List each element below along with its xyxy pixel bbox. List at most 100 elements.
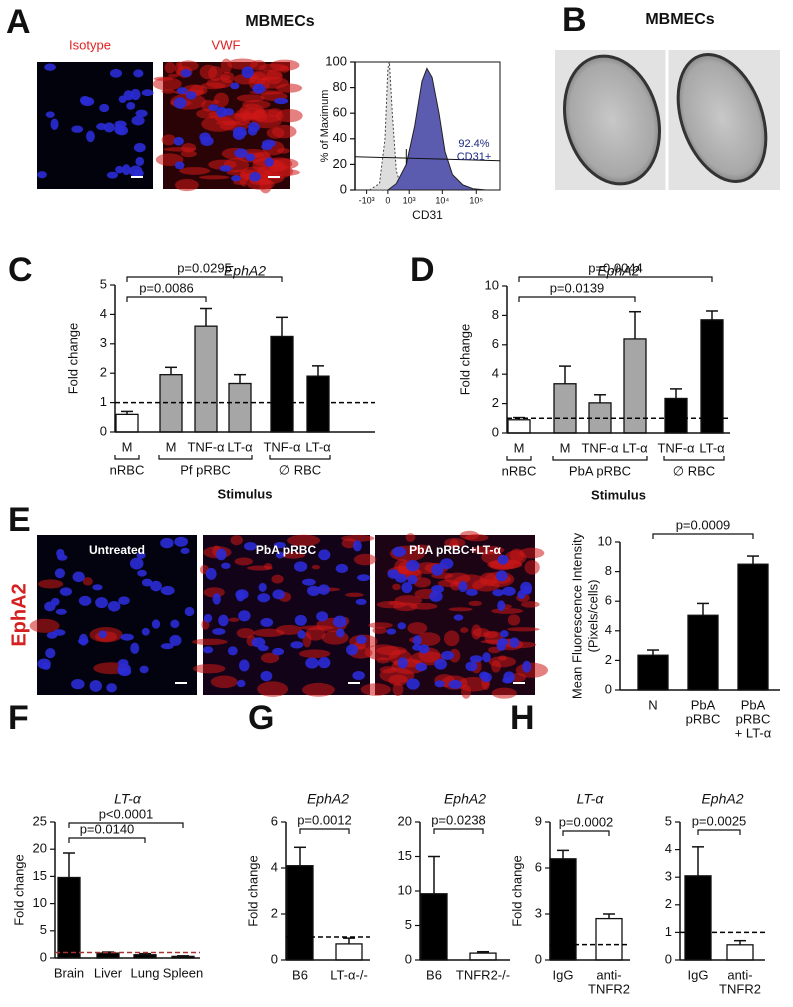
y-tick-label: 40 [333,130,347,145]
stain [471,624,482,640]
image-label: Untreated [89,543,145,557]
stain [168,73,179,78]
image-layer [29,50,780,699]
y-tick-label: 2 [100,365,107,380]
nucleus [200,136,214,147]
p-value: p=0.0086 [139,280,194,295]
p-value: p=0.0238 [431,812,486,827]
nucleus [57,554,68,561]
nucleus [121,164,131,176]
nucleus [133,69,144,78]
nucleus [79,95,91,105]
x-tick-label: LT-α-/- [330,967,368,982]
nucleus [387,569,400,579]
nucleus [352,670,365,681]
stain [152,77,182,91]
stain [260,652,280,664]
nucleus [44,63,56,71]
y-tick-label: 2 [665,896,672,911]
nucleus [333,615,347,628]
nucleus [173,97,187,109]
nucleus [141,89,154,97]
nucleus [160,643,174,650]
nucleus [264,157,274,167]
stain [161,134,176,146]
x-tick-label: IgG [553,967,574,982]
y-tick-label: 0 [492,424,499,439]
x-tick-label: Brain [54,965,84,980]
nucleus [117,663,131,675]
nucleus [129,165,143,177]
nucleus [482,652,491,663]
x-tick-label: TNF-α [657,440,695,455]
x-tick-label: M [122,439,133,454]
nucleus [78,633,89,646]
p-value: p=0.0044 [588,260,643,275]
y-tick-label: 20 [333,156,347,171]
x-tick-label: TNFR2 [719,981,761,996]
nucleus [150,580,162,592]
stain [443,630,460,647]
nucleus [497,554,509,565]
x-tick-label: Lung [131,965,160,980]
stain [305,626,326,641]
significance-bracket [126,296,207,302]
nucleus [71,678,85,690]
stain [520,601,540,608]
nucleus [37,658,51,670]
y-tick-label: 0 [605,681,612,696]
y-tick-label: 0 [100,423,107,438]
y-tick-label: 8 [492,307,499,322]
stain [246,565,273,571]
bar [115,413,139,433]
stain [196,108,219,119]
nucleus [151,619,161,629]
stain [488,656,516,668]
nucleus [297,630,306,639]
stain [287,534,321,547]
y-tick-label: 4 [605,622,612,637]
chart-title: EphA2 [307,791,349,807]
nucleus [318,657,331,669]
bar [700,319,724,434]
nucleus [115,125,129,136]
nucleus [251,637,266,648]
nucleus [135,156,145,167]
y-axis-label: Fold change [245,855,260,927]
significance-bracket [562,830,610,836]
y-tick-label: 3 [535,905,542,920]
nucleus [176,87,188,95]
nucleus [86,130,95,143]
nucleus [469,655,483,663]
nucleus [212,628,226,635]
nucleus [509,637,520,648]
y-tick-label: 5 [100,276,107,291]
x-tick-label: 0 [385,195,390,205]
stain [459,530,479,540]
y-tick-label: 6 [605,593,612,608]
nucleus [219,165,232,172]
stain [437,579,460,588]
y-tick-label: 6 [492,336,499,351]
chart-title: EphA2 [597,263,639,279]
y-axis-label: Fold change [457,324,472,396]
nucleus [136,551,146,559]
stain [507,627,540,632]
y-tick-label: 1 [100,394,107,409]
y-axis-label: (Pixels/cells) [585,580,600,653]
stain [345,592,364,598]
y-axis-label: Fold change [509,855,524,927]
stain [230,535,243,546]
x-axis-label: CD31 [412,208,443,222]
y-axis-label: Fold change [65,323,80,395]
stain [491,687,517,699]
significance-bracket [68,822,184,828]
y-tick-label: 60 [333,105,347,120]
nucleus [109,68,123,78]
panel-letter: H [510,699,535,737]
panel-letter: E [8,501,31,539]
gate [354,156,501,162]
histogram-area [367,61,410,191]
nucleus [495,570,508,582]
nucleus [203,613,213,623]
